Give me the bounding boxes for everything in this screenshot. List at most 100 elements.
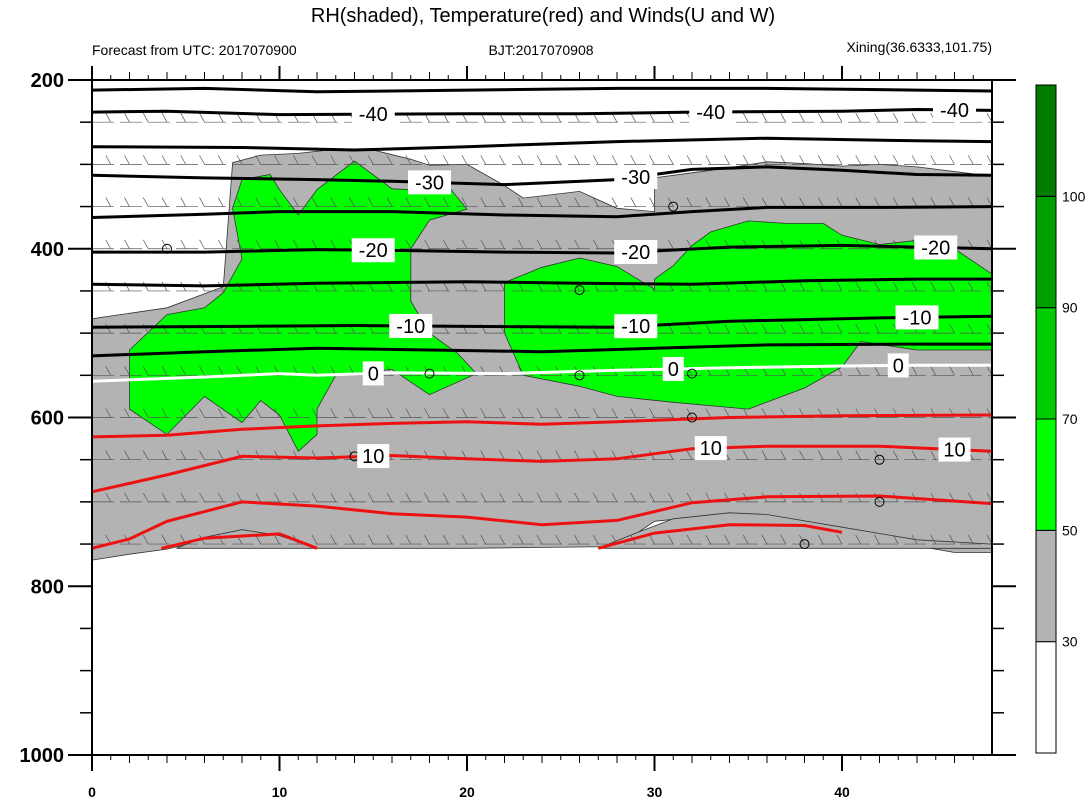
wind-barb (424, 239, 430, 249)
wind-barb (855, 323, 862, 334)
wind-barb (180, 366, 187, 376)
contour-label-bg (689, 99, 733, 124)
wind-barb (536, 534, 543, 545)
contour-label: -20 (621, 242, 650, 264)
contour-label: -20 (921, 237, 950, 259)
wind-barb (311, 408, 318, 418)
wind-barb (199, 239, 205, 249)
wind-barb (592, 239, 599, 249)
wind-barb (217, 450, 224, 460)
forecast-label: Forecast from UTC: 2017070900 (92, 42, 297, 58)
wind-barb (874, 450, 880, 460)
wind-barb (855, 281, 862, 292)
wind-barb (874, 155, 880, 165)
wind-barb (855, 450, 862, 460)
contour-label: -10 (621, 316, 650, 338)
wind-barb (480, 281, 487, 292)
wind-barb (480, 155, 487, 165)
wind-barb (199, 492, 205, 503)
wind-barb (892, 113, 899, 123)
wind-barb (199, 450, 205, 460)
wind-barb (892, 197, 899, 207)
wind-barb (630, 113, 637, 123)
chart-title: RH(shaded), Temperature(red) and Winds(U… (311, 5, 775, 27)
calm-marker (874, 454, 885, 465)
wind-barb (967, 281, 974, 292)
wind-barb (705, 534, 712, 545)
wind-barb (480, 492, 487, 503)
wind-barb (555, 155, 562, 165)
wind-barb (105, 197, 112, 207)
wind-barb (724, 197, 730, 207)
wind-barb (236, 492, 243, 503)
wind-barb (330, 534, 337, 545)
wind-barb (330, 492, 337, 503)
y-tick-label: 1000 (20, 745, 65, 767)
wind-barb (442, 155, 449, 165)
wind-barb (836, 534, 843, 545)
wind-barb (255, 239, 262, 249)
contour-label: -30 (621, 167, 650, 189)
wind-barb (180, 450, 187, 460)
wind-barb (911, 450, 918, 460)
wind-barb (911, 155, 918, 165)
wind-barb (686, 155, 693, 165)
wind-barb (255, 492, 262, 503)
wind-barb (817, 197, 824, 207)
wind-barb (667, 113, 674, 123)
wind-barb (817, 323, 824, 334)
wind-barb (461, 239, 468, 249)
wind-barb (667, 492, 674, 503)
wind-barb (949, 366, 955, 376)
wind-barb (236, 366, 243, 376)
calm-marker (574, 285, 585, 296)
contour-label-bg (662, 356, 684, 381)
wind-barb (217, 408, 224, 418)
wind-barb (817, 281, 824, 292)
bjt-label: BJT:2017070908 (488, 42, 593, 58)
wind-barb (386, 492, 393, 503)
calm-marker (424, 368, 435, 379)
wind-barb (292, 492, 299, 503)
colorbar-box (1035, 418, 1057, 531)
wind-barb (930, 155, 937, 165)
wind-barb (217, 197, 224, 207)
wind-barb (236, 155, 243, 165)
temperature-contour--20 (92, 277, 992, 288)
wind-barb (480, 239, 487, 249)
wind-barb (105, 239, 112, 249)
wind-barb (255, 197, 262, 207)
contour-label-bg (362, 361, 384, 386)
wind-barb (724, 408, 730, 418)
wind-barb (124, 366, 130, 376)
wind-barb (592, 155, 599, 165)
wind-barb (442, 197, 449, 207)
y-tick-label: 200 (31, 70, 64, 92)
wind-barb (199, 366, 205, 376)
contour-label-bg (694, 436, 727, 461)
wind-barb (142, 366, 149, 376)
wind-barb (949, 197, 955, 207)
contour-label-bg (357, 444, 390, 469)
wind-barb (780, 281, 787, 292)
wind-barb (574, 450, 580, 460)
wind-barb (405, 239, 412, 249)
wind-barb (367, 155, 374, 165)
contour-label: -40 (359, 104, 388, 126)
wind-barb (105, 155, 112, 165)
wind-barb (874, 281, 880, 292)
wind-barb (574, 239, 580, 249)
wind-barb (105, 366, 112, 376)
wind-barb (499, 492, 505, 503)
wind-barb (142, 197, 149, 207)
wind-barb (330, 408, 337, 418)
wind-barb (742, 534, 749, 545)
wind-barb (592, 197, 599, 207)
temperature-contour-0 (92, 363, 992, 383)
wind-barb (892, 450, 899, 460)
wind-barb (349, 155, 355, 165)
wind-barb (461, 197, 468, 207)
wind-barb (686, 450, 693, 460)
wind-barb (536, 450, 543, 460)
wind-barb (517, 197, 524, 207)
